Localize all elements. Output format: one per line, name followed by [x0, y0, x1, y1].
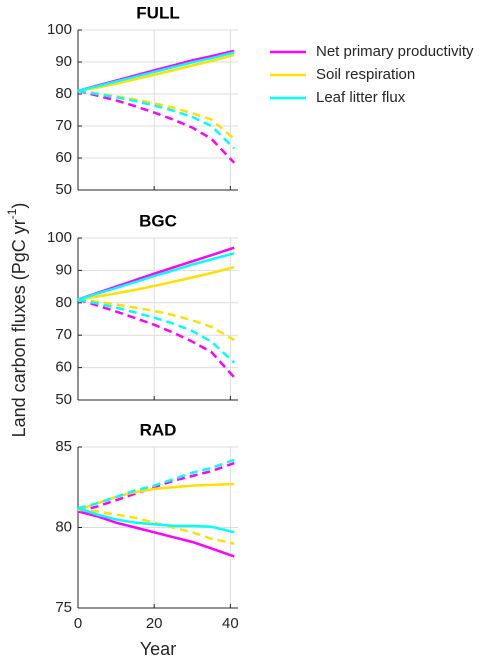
y-tick-label: 100	[47, 229, 72, 246]
dashed-line	[77, 508, 235, 545]
dashed-line	[77, 461, 235, 513]
dashed-line	[77, 298, 235, 342]
x-tick-label: 20	[146, 615, 163, 632]
y-tick-label: 60	[55, 359, 72, 376]
legend-label: Net primary productivity	[316, 43, 474, 60]
x-axis-label: Year	[140, 639, 176, 659]
x-tick-label: 0	[74, 615, 82, 632]
y-tick-label: 60	[55, 149, 72, 166]
panel-title: RAD	[140, 420, 177, 439]
y-axis-label-part: -1	[5, 208, 19, 219]
panel-title: BGC	[139, 211, 177, 230]
dashed-line	[77, 89, 236, 164]
y-tick-label: 70	[55, 117, 72, 134]
line	[77, 482, 235, 511]
line	[77, 252, 235, 301]
y-tick-label: 75	[55, 599, 72, 616]
dashed-line	[77, 89, 236, 150]
y-tick-label: 80	[55, 85, 72, 102]
y-axis-label: Land carbon fluxes (PgC yr-1)	[5, 203, 29, 438]
line	[77, 510, 235, 558]
y-tick-label: 100	[47, 21, 72, 38]
legend-label: Leaf litter flux	[316, 89, 406, 106]
line	[77, 265, 235, 301]
dashed-line	[77, 89, 235, 140]
y-tick-label: 90	[55, 261, 72, 278]
y-tick-label: 85	[55, 438, 72, 455]
y-tick-label: 90	[55, 53, 72, 70]
y-axis-label-part: )	[9, 203, 29, 209]
legend-label: Soil respiration	[316, 66, 415, 83]
dashed-line	[77, 298, 236, 364]
x-tick-label: 40	[222, 615, 239, 632]
dashed-line	[77, 458, 235, 510]
line	[77, 506, 235, 534]
y-tick-label: 80	[55, 518, 72, 535]
panel-title: FULL	[136, 3, 179, 22]
y-tick-label: 50	[55, 181, 72, 198]
y-tick-label: 80	[55, 294, 72, 311]
line	[77, 51, 235, 93]
y-axis-label-part: Land carbon fluxes (PgC yr	[9, 219, 29, 437]
dashed-line	[77, 298, 236, 379]
line	[77, 53, 235, 93]
y-tick-label: 70	[55, 326, 72, 343]
y-tick-label: 50	[55, 391, 72, 408]
